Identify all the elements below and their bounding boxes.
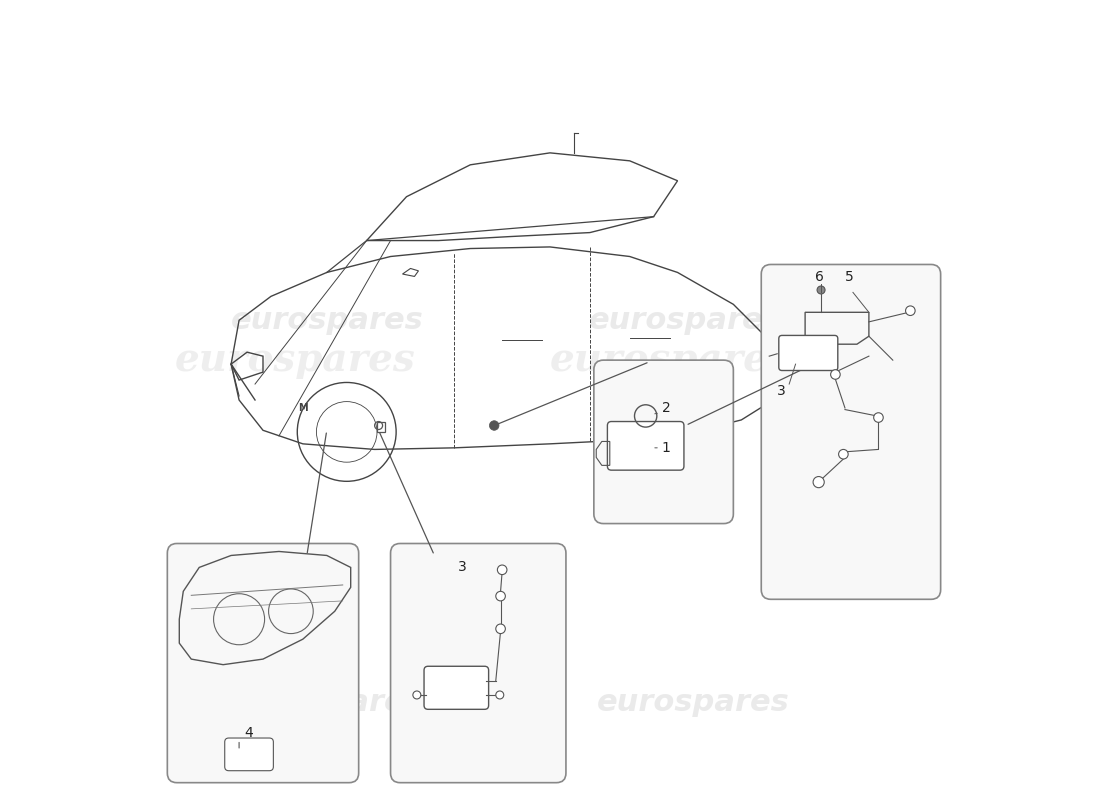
FancyBboxPatch shape bbox=[424, 666, 488, 710]
Circle shape bbox=[497, 565, 507, 574]
FancyBboxPatch shape bbox=[779, 335, 838, 370]
Text: 5: 5 bbox=[845, 270, 854, 285]
Circle shape bbox=[490, 421, 499, 430]
Text: eurospares: eurospares bbox=[549, 341, 790, 379]
Text: 3: 3 bbox=[777, 384, 785, 398]
Text: 4: 4 bbox=[244, 726, 253, 740]
FancyBboxPatch shape bbox=[167, 543, 359, 782]
Text: eurospares: eurospares bbox=[230, 689, 424, 718]
Text: eurospares: eurospares bbox=[590, 306, 782, 334]
FancyBboxPatch shape bbox=[390, 543, 565, 782]
Circle shape bbox=[817, 286, 825, 294]
Circle shape bbox=[830, 370, 840, 379]
Circle shape bbox=[496, 591, 505, 601]
FancyBboxPatch shape bbox=[607, 422, 684, 470]
Circle shape bbox=[838, 450, 848, 459]
Text: eurospares: eurospares bbox=[597, 689, 790, 718]
FancyBboxPatch shape bbox=[224, 738, 274, 770]
FancyBboxPatch shape bbox=[761, 265, 940, 599]
Text: 2: 2 bbox=[661, 401, 670, 415]
Circle shape bbox=[905, 306, 915, 315]
Text: eurospares: eurospares bbox=[230, 306, 424, 334]
Text: eurospares: eurospares bbox=[175, 341, 416, 379]
Text: M: M bbox=[298, 403, 308, 413]
Text: 1: 1 bbox=[661, 441, 671, 455]
Circle shape bbox=[496, 624, 505, 634]
Text: 6: 6 bbox=[815, 270, 824, 285]
Text: 3: 3 bbox=[458, 561, 466, 574]
Circle shape bbox=[412, 691, 421, 699]
Circle shape bbox=[813, 477, 824, 488]
FancyBboxPatch shape bbox=[594, 360, 734, 523]
Circle shape bbox=[496, 691, 504, 699]
Circle shape bbox=[873, 413, 883, 422]
